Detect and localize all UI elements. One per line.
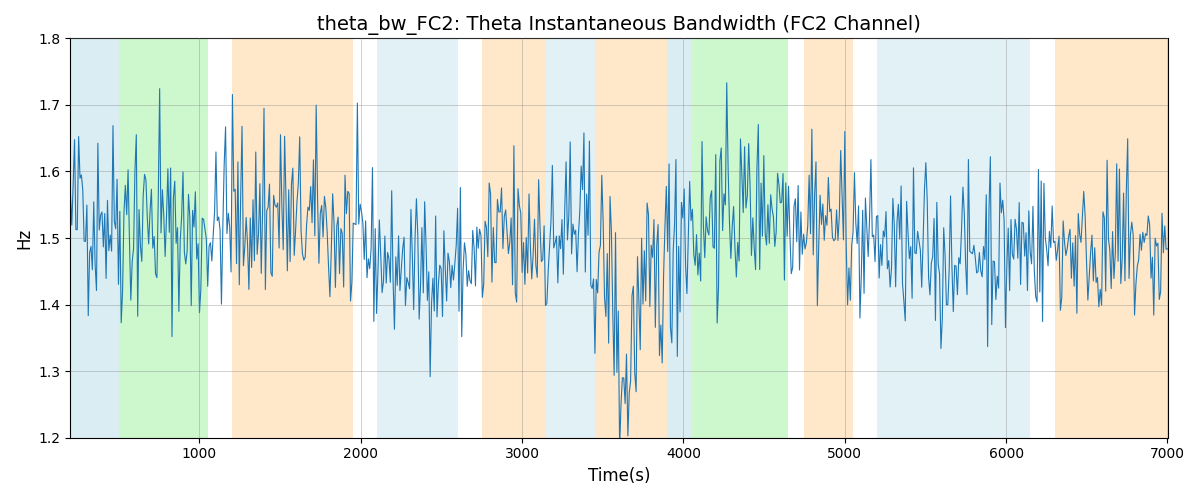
Bar bbox=[804, 38, 853, 438]
Bar bbox=[546, 38, 595, 438]
Bar bbox=[119, 38, 208, 438]
X-axis label: Time(s): Time(s) bbox=[588, 467, 650, 485]
Bar bbox=[1055, 38, 1168, 438]
Bar bbox=[877, 38, 1031, 438]
Title: theta_bw_FC2: Theta Instantaneous Bandwidth (FC2 Channel): theta_bw_FC2: Theta Instantaneous Bandwi… bbox=[317, 15, 920, 35]
Bar bbox=[482, 38, 546, 438]
Bar bbox=[232, 38, 353, 438]
Bar bbox=[377, 38, 457, 438]
Bar bbox=[691, 38, 788, 438]
Bar bbox=[667, 38, 691, 438]
Bar bbox=[595, 38, 667, 438]
Bar bbox=[71, 38, 119, 438]
Y-axis label: Hz: Hz bbox=[14, 228, 32, 248]
